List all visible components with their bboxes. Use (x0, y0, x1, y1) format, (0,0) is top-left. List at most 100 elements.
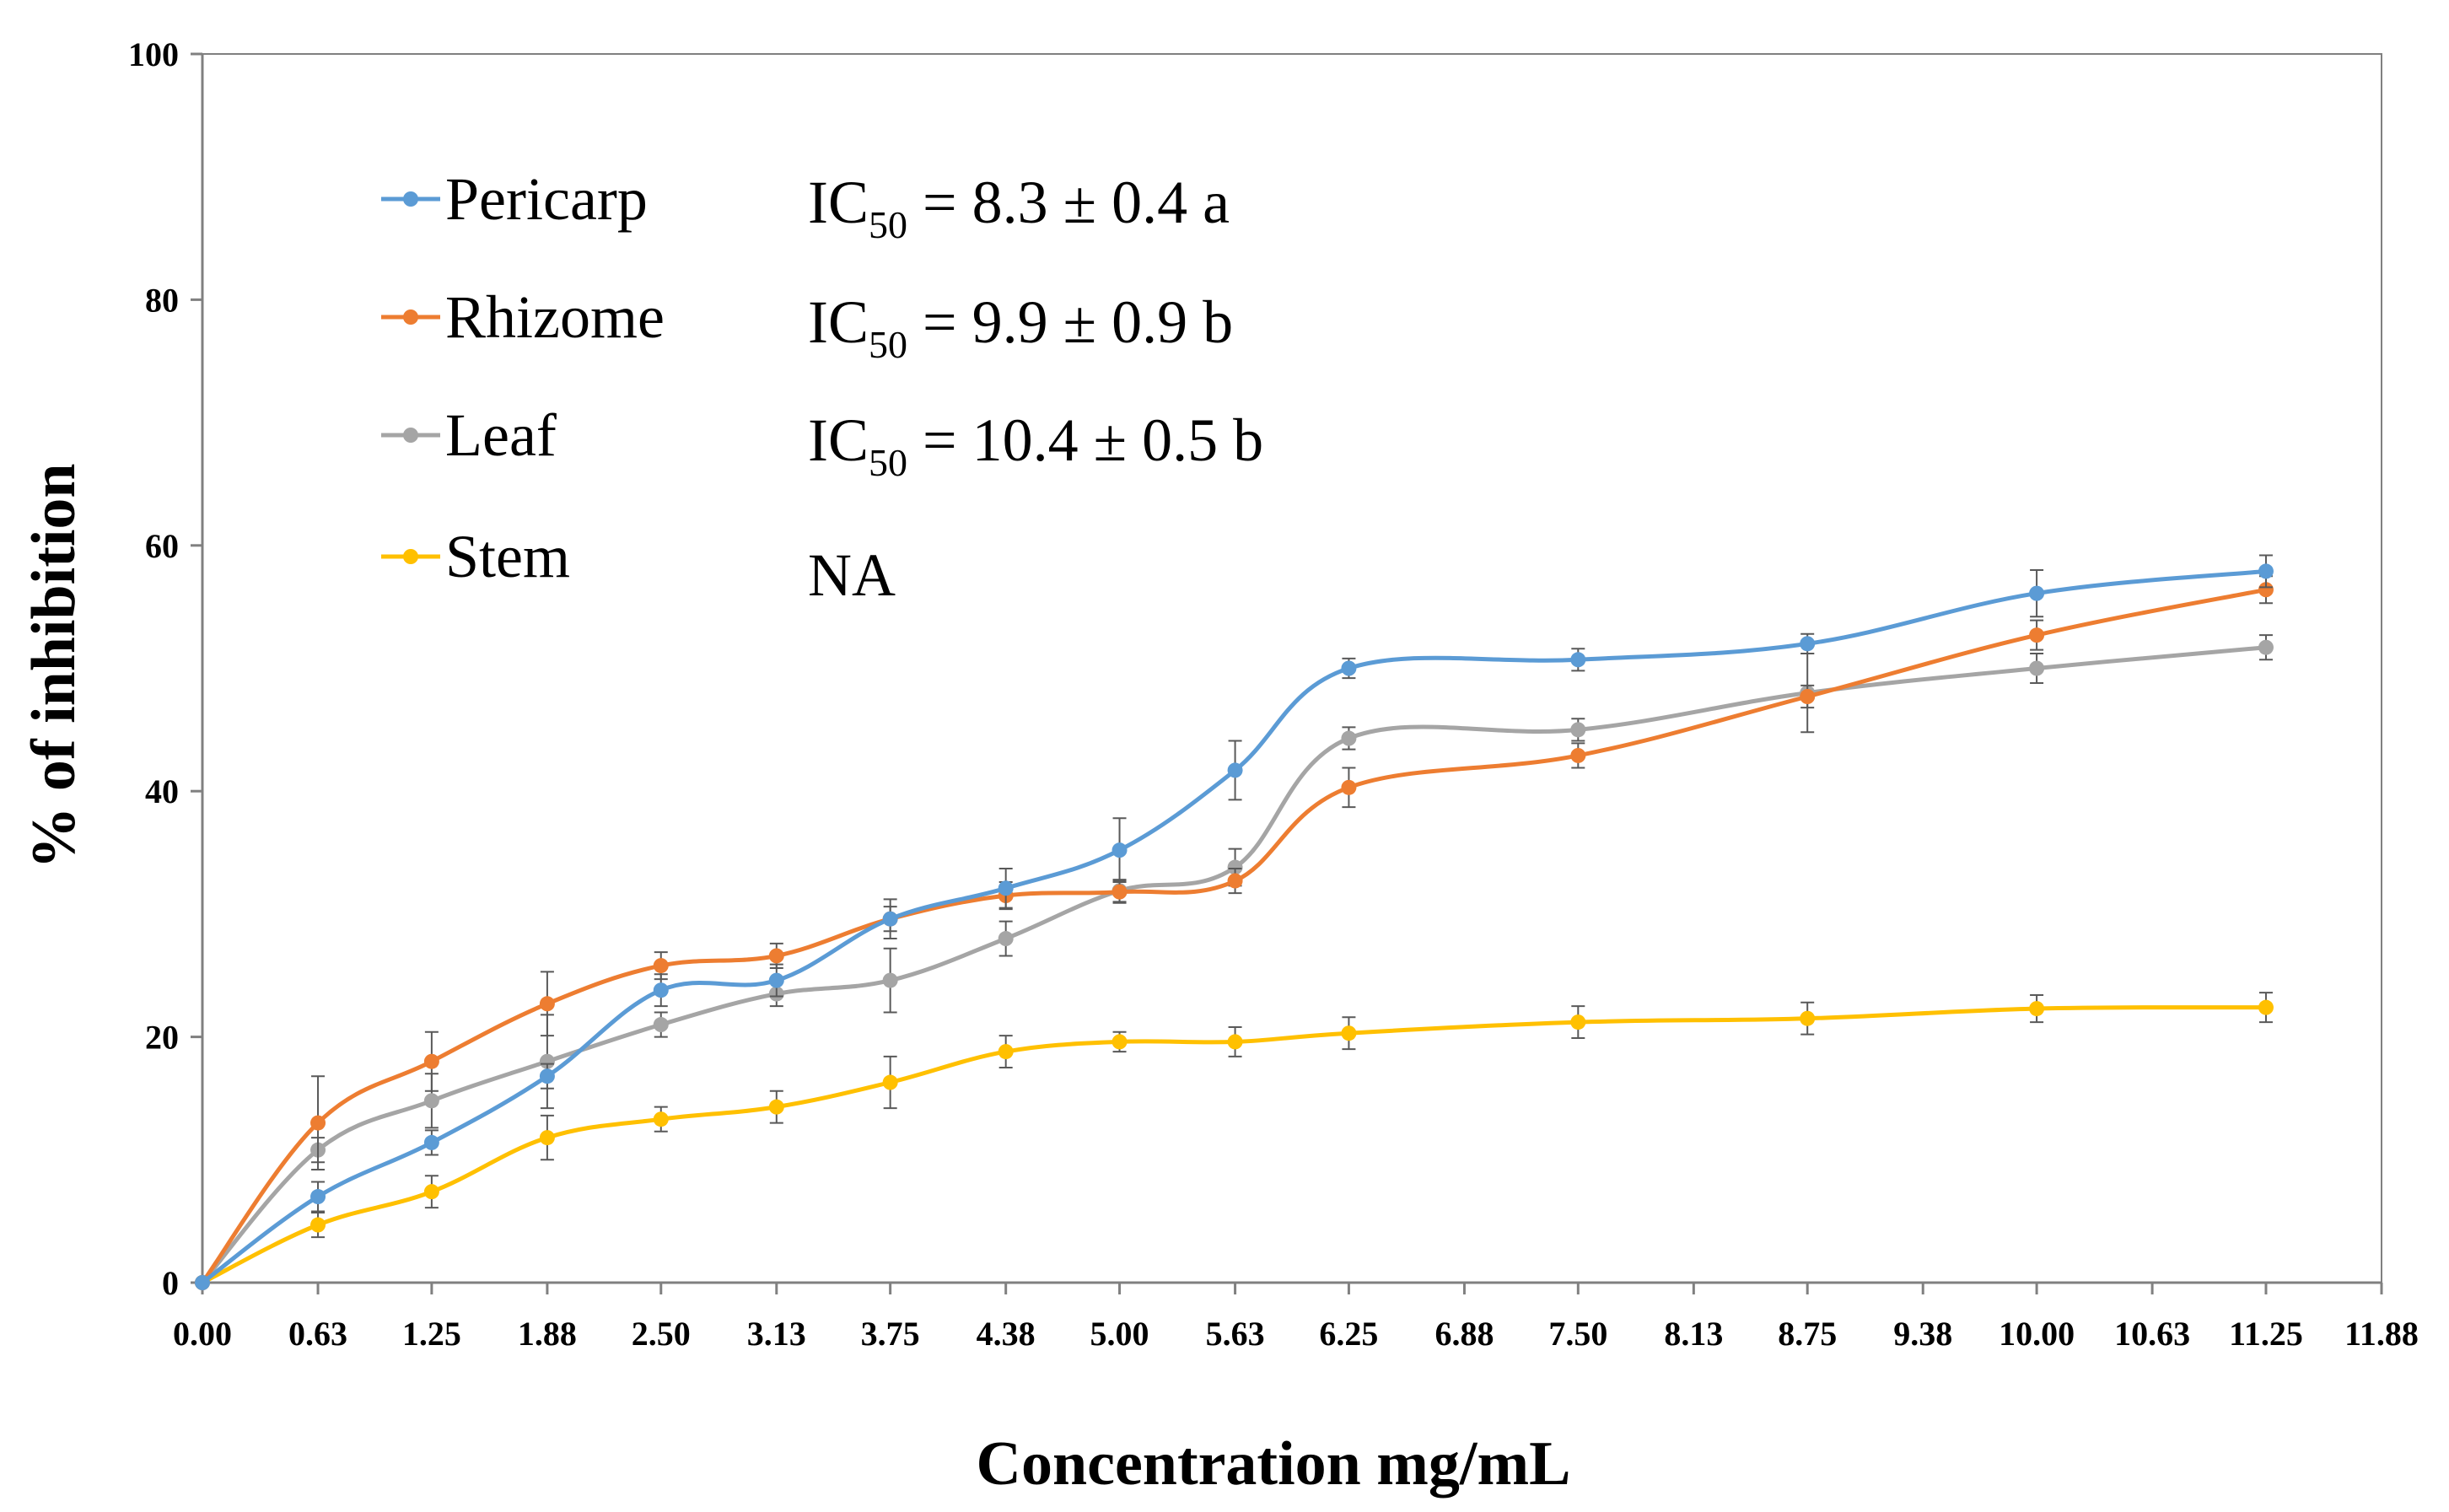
ic50-prefix: IC (808, 288, 869, 356)
series-line (201, 1005, 2267, 1285)
x-tick-label: 2.50 (632, 1315, 691, 1353)
data-point (1341, 779, 1357, 795)
x-tick-label: 9.38 (1893, 1315, 1952, 1353)
data-point (1111, 1034, 1128, 1050)
legend-label: Pericarp (445, 165, 648, 233)
legend-marker (403, 549, 418, 564)
ic50-subscript: 50 (869, 441, 907, 484)
legend-marker (403, 191, 418, 207)
y-tick-label: 100 (128, 35, 179, 73)
legend: Pericarp Rhizome Leaf Stem (381, 165, 665, 590)
x-tick-label: 8.75 (1778, 1315, 1837, 1353)
legend-label: Rhizome (445, 283, 665, 351)
y-axis-title: % of inhibition (19, 463, 89, 869)
ic50-annotation: IC50 = 8.3 ± 0.4 a (808, 169, 1230, 246)
x-tick-label: 0.00 (173, 1315, 232, 1353)
data-point (768, 948, 784, 964)
data-point (998, 880, 1014, 896)
data-point (998, 1044, 1014, 1060)
series-layer (195, 554, 2274, 1290)
x-tick-label: 6.25 (1319, 1315, 1378, 1353)
data-point (539, 1053, 555, 1069)
data-point (768, 972, 784, 988)
series-line (201, 645, 2267, 1284)
x-tick-label: 5.00 (1090, 1315, 1149, 1353)
ic50-annotation: IC50 = 9.9 ± 0.9 b (808, 288, 1233, 366)
data-point (1227, 1034, 1243, 1050)
legend-marker (403, 309, 418, 325)
data-point (310, 1189, 326, 1205)
series-stem (195, 992, 2274, 1290)
data-point (1570, 747, 1586, 763)
data-point (1111, 884, 1128, 900)
x-tick-label: 8.13 (1664, 1315, 1723, 1353)
x-axis-title: Concentration mg/mL (977, 1429, 1571, 1499)
x-tick-label: 5.63 (1206, 1315, 1265, 1353)
data-point (310, 1115, 326, 1131)
series-pericarp (195, 554, 2274, 1290)
data-point (1227, 762, 1243, 778)
legend-item: Rhizome (381, 283, 665, 351)
data-point (539, 996, 555, 1012)
data-point (1341, 1025, 1357, 1041)
data-point (998, 931, 1014, 947)
ic50-annotation: IC50 = 10.4 ± 0.5 b (808, 406, 1263, 484)
x-tick-label: 1.25 (402, 1315, 461, 1353)
ic50-prefix: IC (808, 406, 869, 474)
data-point (2029, 660, 2045, 676)
data-point (423, 1134, 439, 1150)
data-point (2029, 1001, 2045, 1017)
x-tick-label: 11.88 (2344, 1315, 2419, 1353)
data-point (882, 972, 898, 988)
series-rhizome (195, 575, 2274, 1290)
legend-item: Pericarp (381, 165, 648, 233)
y-tick-label: 40 (145, 772, 179, 810)
legend-item: Leaf (381, 401, 557, 469)
data-point (1800, 636, 1816, 652)
data-point (2258, 582, 2274, 598)
data-point (2029, 585, 2045, 601)
data-point (2258, 563, 2274, 579)
ic50-value: = 8.3 ± 0.4 a (907, 169, 1230, 236)
data-point (1800, 689, 1816, 705)
data-point (2029, 627, 2045, 643)
data-point (2258, 999, 2274, 1015)
data-point (1227, 859, 1243, 875)
legend-label: Leaf (445, 401, 557, 469)
legend-marker (403, 428, 418, 443)
data-point (1341, 660, 1357, 676)
x-tick-label: 6.88 (1434, 1315, 1494, 1353)
series-leaf (195, 634, 2274, 1290)
x-tick-label: 3.13 (747, 1315, 806, 1353)
data-point (423, 1093, 439, 1109)
legend-label: Stem (445, 523, 570, 590)
x-tick-label: 10.00 (1999, 1315, 2075, 1353)
data-point (195, 1275, 210, 1290)
data-point (423, 1184, 439, 1200)
data-point (653, 1111, 669, 1127)
ic50-annotation: NA (808, 541, 896, 609)
axes: 0 20 40 60 80 100 0.00 0.63 1.25 1.88 2.50 3.13 3.75… (128, 35, 2419, 1353)
data-point (882, 1074, 898, 1090)
data-point (423, 1053, 439, 1069)
data-point (768, 1099, 784, 1115)
ic50-value: NA (808, 541, 896, 609)
data-point (1570, 722, 1586, 738)
x-tick-label: 1.88 (518, 1315, 577, 1353)
x-tick-label: 0.63 (288, 1315, 347, 1353)
ic50-subscript: 50 (869, 323, 907, 366)
y-tick-label: 0 (162, 1264, 179, 1302)
data-point (2258, 639, 2274, 655)
data-point (539, 1130, 555, 1146)
ic50-value: = 9.9 ± 0.9 b (907, 288, 1233, 356)
ic50-subscript: 50 (869, 203, 907, 246)
ic50-value: = 10.4 ± 0.5 b (907, 406, 1263, 474)
y-tick-label: 20 (145, 1019, 179, 1057)
data-point (1111, 842, 1128, 858)
data-point (1570, 1014, 1586, 1030)
data-point (653, 1017, 669, 1033)
data-point (1227, 873, 1243, 889)
x-tick-label: 11.25 (2229, 1315, 2303, 1353)
